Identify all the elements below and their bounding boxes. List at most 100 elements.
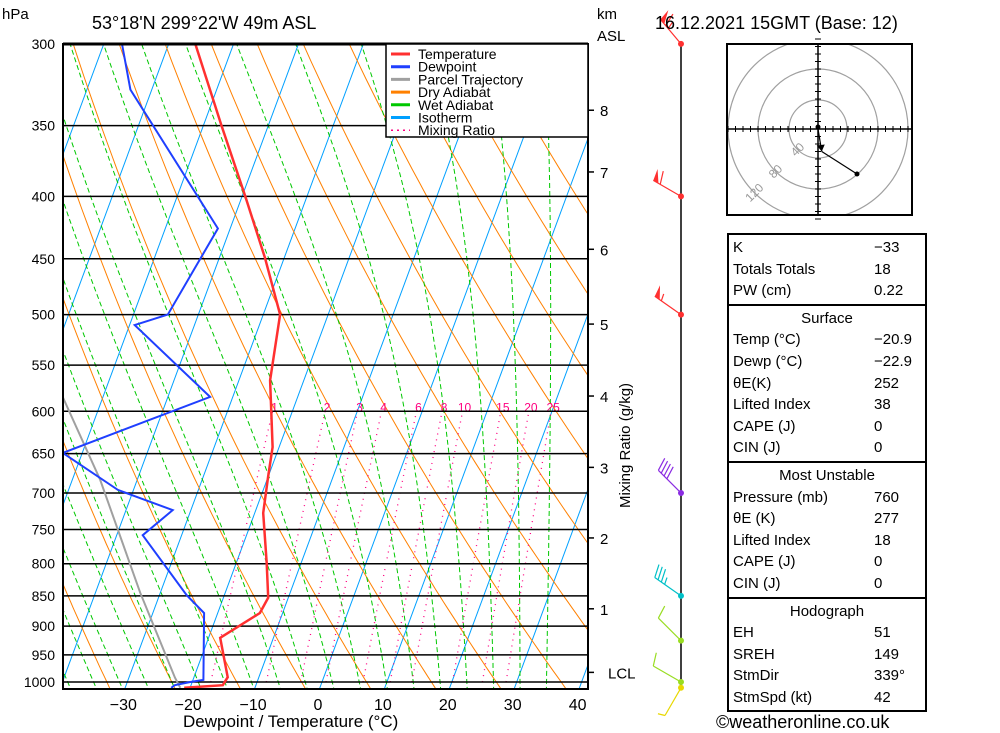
isotherm-line xyxy=(383,137,588,689)
stat-value: 38 xyxy=(874,396,891,414)
barb-stem xyxy=(664,687,682,716)
mixing-ratio-label: 10 xyxy=(458,400,472,414)
dry-adiabat-line xyxy=(440,44,588,296)
stat-label: θE(K) xyxy=(733,374,772,392)
barb-flag xyxy=(659,170,664,185)
axes: 3003504004505005506006507007508008509009… xyxy=(24,36,636,714)
dry-adiabat-line xyxy=(486,44,588,216)
wet-adiabat-line xyxy=(63,276,228,689)
stat-value: 18 xyxy=(874,260,891,278)
storm-motion-arrow xyxy=(816,144,825,152)
stat-value: −33 xyxy=(874,239,900,256)
wet-adiabat-line xyxy=(490,44,521,689)
stat-label: Totals Totals xyxy=(733,260,816,278)
temperature-tick-label: 40 xyxy=(569,697,587,714)
barb-pennant xyxy=(660,10,669,24)
km-tick-label: 6 xyxy=(600,242,608,259)
mixing-ratio-axis-label: Mixing Ratio (g/kg) xyxy=(617,383,634,508)
datetime-title: 16.12.2021 15GMT (Base: 12) xyxy=(655,13,898,33)
barb-point xyxy=(678,637,684,644)
wet-adiabat-line xyxy=(103,44,335,689)
barb-pennant xyxy=(654,285,661,300)
temperature-tick-label: 0 xyxy=(314,697,323,714)
temperature-tick-label: −30 xyxy=(110,697,137,714)
barb-point xyxy=(678,679,684,685)
wind-barb xyxy=(654,564,684,599)
isotherm-line xyxy=(63,44,299,682)
stat-value: 51 xyxy=(874,624,891,642)
barb-point xyxy=(678,684,684,691)
mixing-ratio-label: 2 xyxy=(324,400,331,414)
mixing-ratio-label: 8 xyxy=(441,400,448,414)
wind-barbs xyxy=(652,10,684,717)
isotherm-line xyxy=(63,44,235,507)
mixing-ratio-label: 4 xyxy=(380,400,387,414)
dry-adiabat-line xyxy=(210,44,567,689)
temperature-line xyxy=(184,44,282,689)
pressure-tick-label: 550 xyxy=(32,357,56,373)
barb-half-flag xyxy=(667,22,673,29)
plot-frame xyxy=(62,43,589,690)
temperature-tick-label: −20 xyxy=(175,697,202,714)
dry-adiabat-line xyxy=(348,44,588,460)
barb-flag xyxy=(665,13,674,26)
barb-half-flag xyxy=(660,293,665,302)
stat-label: Temp (°C) xyxy=(733,331,801,349)
wet-adiabat-line xyxy=(69,44,308,689)
dry-adiabat-line xyxy=(918,7,1000,708)
stat-label: CAPE (J) xyxy=(733,417,796,435)
wet-adiabat-line xyxy=(236,44,415,689)
wind-barb xyxy=(657,458,684,496)
dry-adiabat-line xyxy=(964,7,1000,708)
isotherm-line xyxy=(63,44,170,332)
pressure-tick-label: 950 xyxy=(32,647,56,663)
wet-adiabat-line xyxy=(63,608,98,689)
stat-value: 42 xyxy=(874,688,891,706)
most-unstable-section: Most Unstable Pressure (mb) 760 θE (K) 277… xyxy=(727,460,927,597)
isotherm-line xyxy=(513,487,588,689)
stat-value: 760 xyxy=(874,488,900,506)
legend-box xyxy=(385,43,589,138)
barb-point xyxy=(678,40,684,47)
barb-stem xyxy=(657,469,682,494)
wet-adiabat-line xyxy=(63,199,255,689)
km-tick-label: 1 xyxy=(600,602,608,619)
barb-point xyxy=(678,592,684,599)
pressure-tick-label: 350 xyxy=(32,118,56,134)
asl-label: ASL xyxy=(597,28,625,45)
barb-flag xyxy=(666,466,674,480)
mixing-ratio-line xyxy=(389,411,443,683)
pressure-tick-label: 900 xyxy=(32,618,56,634)
wet-adiabat-line xyxy=(63,417,176,689)
parcel-trajectory-line xyxy=(63,393,182,689)
stat-label: θE (K) xyxy=(733,510,776,528)
stat-row: Totals Totals 18 xyxy=(733,259,925,281)
km-tick-label: 8 xyxy=(600,103,608,120)
isotherm-line xyxy=(63,44,105,156)
wet-adiabat-line xyxy=(63,546,124,689)
pressure-tick-label: 400 xyxy=(32,188,56,204)
dry-adiabat-line xyxy=(63,439,176,689)
mixing-ratio-line xyxy=(265,411,326,683)
dry-adiabat-line xyxy=(63,582,111,689)
profiles xyxy=(63,44,282,689)
wet-adiabat-line xyxy=(185,44,388,689)
wet-adiabat-line xyxy=(141,44,362,689)
temperature-tick-label: 20 xyxy=(439,697,457,714)
temperature-tick-label: 30 xyxy=(504,697,522,714)
mixing-ratio-label: 1 xyxy=(271,400,278,414)
legend-label: Mixing Ratio xyxy=(418,122,495,138)
wind-barb xyxy=(657,684,684,717)
wet-adiabat-line xyxy=(360,44,468,689)
stat-value: 18 xyxy=(874,531,891,549)
stat-label: Lifted Index xyxy=(733,396,811,414)
pressure-tick-label: 750 xyxy=(32,522,56,538)
hodograph-point xyxy=(815,124,821,130)
barb-flag xyxy=(660,460,669,474)
barb-point xyxy=(678,193,684,200)
stat-value: −22.9 xyxy=(874,352,912,370)
stat-value: 277 xyxy=(874,510,900,528)
mixing-ratio-label: 6 xyxy=(415,400,422,414)
